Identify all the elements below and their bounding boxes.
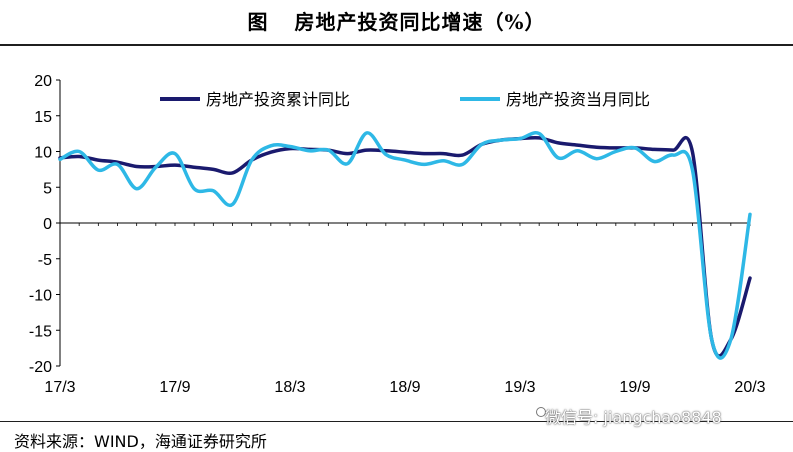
x-tick-label: 19/9 xyxy=(619,379,650,396)
source-note: 资料来源：WIND，海通证券研究所 xyxy=(14,432,267,451)
x-tick-label: 20/3 xyxy=(734,379,765,396)
y-tick-label: -15 xyxy=(29,323,52,340)
x-tick-label: 18/3 xyxy=(274,379,305,396)
wechat-icon xyxy=(536,407,546,417)
y-tick-label: 15 xyxy=(34,109,52,126)
chart-title: 图 房地产投资同比增速（%） xyxy=(0,6,793,35)
series-lines xyxy=(58,131,752,360)
title-text: 房地产投资同比增速（%） xyxy=(294,10,546,34)
tick-labels: 20 15 10 5 0 -5 -10 -15 -20 17/3 17/9 18/3 18/9 19/3 1… xyxy=(29,73,766,396)
x-tick-label: 17/3 xyxy=(44,379,75,396)
legend-label-1: 房地产投资累计同比 xyxy=(206,90,350,109)
line-chart: 20 15 10 5 0 -5 -10 -15 -20 17/3 17/9 18/3 18/9 19/3 1… xyxy=(29,73,766,396)
series-line-2 xyxy=(58,131,752,360)
y-tick-label: 20 xyxy=(34,73,52,90)
legend: 房地产投资累计同比 房地产投资当月同比 xyxy=(160,90,650,109)
x-tick-label: 17/9 xyxy=(159,379,190,396)
y-tick-label: -5 xyxy=(38,252,52,269)
bottom-divider xyxy=(0,421,793,422)
legend-label-2: 房地产投资当月同比 xyxy=(506,90,650,109)
x-tick-label: 19/3 xyxy=(504,379,535,396)
y-tick-label: -20 xyxy=(29,359,52,376)
y-tick-label: 0 xyxy=(43,216,52,233)
y-tick-label: -10 xyxy=(29,288,52,305)
watermark: 微信号: jiangchao8848 xyxy=(545,408,722,427)
y-tick-label: 10 xyxy=(34,145,52,162)
figure-label: 图 xyxy=(247,10,269,34)
series-line-1 xyxy=(58,135,752,358)
top-divider xyxy=(0,44,793,46)
x-tick-label: 18/9 xyxy=(389,379,420,396)
axes xyxy=(56,79,751,367)
y-tick-label: 5 xyxy=(43,180,52,197)
